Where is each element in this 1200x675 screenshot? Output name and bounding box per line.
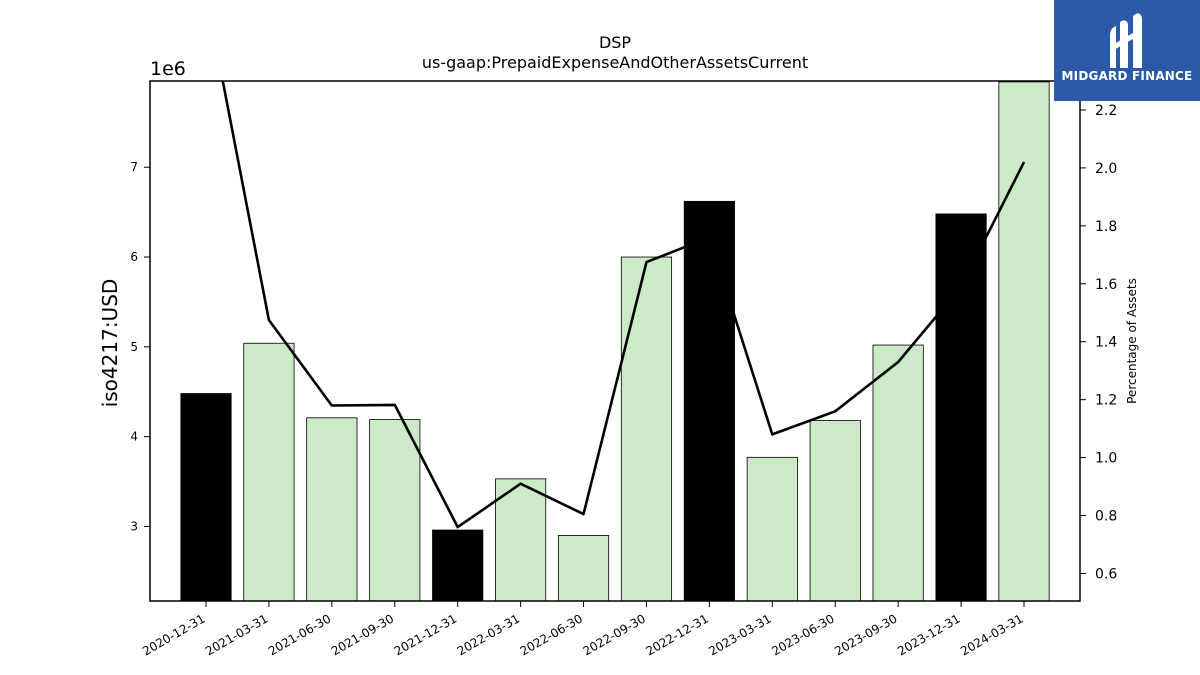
y-tick-label: 4 [130, 430, 138, 444]
x-tick-label: 2022-06-30 [518, 611, 585, 658]
y-ticks: 3 4 5 6 7 [130, 160, 150, 533]
y2-tick-label: 2.2 [1095, 103, 1117, 119]
midgard-logo-icon [1110, 13, 1142, 68]
percentage-line-group [221, 81, 1026, 529]
y-tick-label: 7 [130, 160, 138, 174]
x-tick-label: 2021-06-30 [266, 611, 333, 658]
x-tick-label: 2021-09-30 [329, 611, 396, 658]
bar-2023-03-31 [746, 456, 798, 602]
bar-2021-03-31 [243, 342, 295, 602]
x-tick-label: 2021-12-31 [392, 611, 459, 658]
midgard-logo: MIDGARD FINANCE [1054, 0, 1200, 101]
logo-text: MIDGARD FINANCE [1061, 69, 1193, 83]
y2-tick-label: 1.4 [1095, 335, 1117, 351]
bar-2023-06-30 [809, 420, 861, 602]
x-tick-label: 2020-12-31 [140, 611, 207, 658]
x-tick-label: 2022-09-30 [581, 611, 648, 658]
y2-ticks: 0.6 0.8 1.0 1.2 1.4 1.6 1.8 2.0 2.2 [1080, 103, 1117, 582]
bars [180, 81, 1050, 602]
y2-tick-label: 1.2 [1095, 393, 1117, 409]
x-tick-label: 2023-12-31 [895, 611, 962, 658]
bar-2020-12-31 [180, 393, 232, 602]
y2-tick-label: 0.8 [1095, 509, 1117, 525]
x-tick-label: 2022-03-31 [455, 611, 522, 658]
y2-axis-label: Percentage of Assets [1125, 278, 1139, 404]
y2-tick-label: 1.0 [1095, 451, 1117, 467]
chart-title: DSP [599, 33, 631, 52]
x-tick-label: 2024-03-31 [958, 611, 1025, 658]
y-tick-label: 3 [130, 519, 138, 533]
y2-tick-label: 2.0 [1095, 161, 1117, 177]
x-tick-label: 2023-09-30 [832, 611, 899, 658]
bar-2021-12-31 [432, 529, 484, 602]
y2-tick-label: 1.6 [1095, 277, 1117, 293]
chart-subtitle: us-gaap:PrepaidExpenseAndOtherAssetsCurr… [422, 53, 808, 72]
x-tick-label: 2022-12-31 [643, 611, 710, 658]
x-tick-label: 2023-03-31 [706, 611, 773, 658]
bar-2021-06-30 [306, 417, 358, 602]
y2-tick-label: 0.6 [1095, 566, 1117, 582]
y-tick-label: 6 [130, 250, 138, 264]
x-ticks: 2020-12-312021-03-312021-06-302021-09-30… [140, 601, 1025, 658]
percentage-line [221, 81, 1026, 529]
bar-2021-09-30 [369, 419, 421, 602]
y-axis-label: iso4217:USD [98, 279, 122, 408]
y-offset-label: 1e6 [150, 58, 186, 80]
x-tick-label: 2023-06-30 [769, 611, 836, 658]
y2-tick-label: 1.8 [1095, 219, 1117, 235]
bar-2022-09-30 [620, 256, 673, 602]
bar-2022-12-31 [683, 200, 735, 602]
bar-2022-06-30 [557, 535, 610, 602]
bar-2022-03-31 [495, 478, 547, 602]
plot-frame [149, 80, 1081, 602]
y-tick-label: 5 [130, 340, 138, 354]
x-tick-label: 2021-03-31 [203, 611, 270, 658]
bar-2023-12-31 [935, 213, 987, 602]
bar-2023-09-30 [872, 344, 924, 602]
bar-2024-03-31 [998, 81, 1050, 602]
